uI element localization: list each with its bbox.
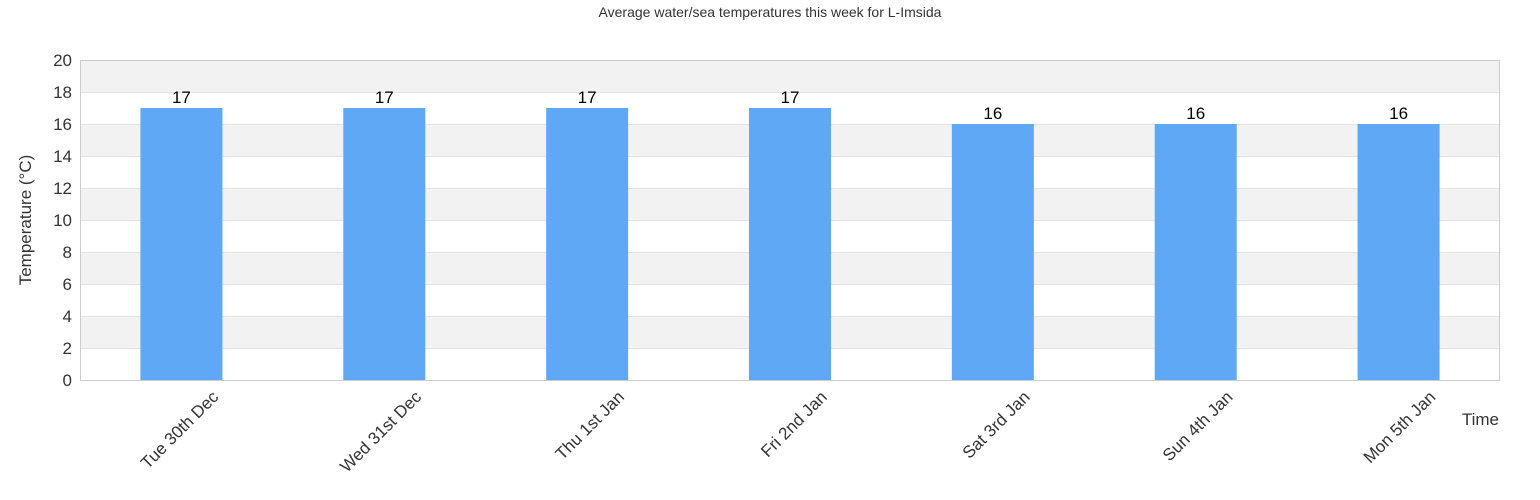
bar: [749, 108, 831, 380]
y-tick-label: 14: [53, 147, 72, 166]
x-tick-label: Sun 4th Jan: [1159, 387, 1237, 465]
x-tick-label: Sat 3rd Jan: [959, 387, 1034, 462]
bar-value-label: 17: [781, 88, 800, 107]
y-axis-title: Temperature (°C): [16, 155, 35, 286]
bar-value-label: 16: [1389, 104, 1408, 123]
bar-value-label: 17: [578, 88, 597, 107]
bar: [140, 108, 223, 380]
bar: [343, 108, 426, 380]
bar: [1154, 124, 1237, 380]
bar-value-label: 17: [375, 88, 394, 107]
x-axis-ticks: Tue 30th Dec Wed 31st Dec Thu 1st Jan Fri 2…: [137, 387, 1439, 476]
y-tick-label: 20: [53, 51, 72, 70]
y-tick-label: 12: [53, 179, 72, 198]
x-tick-label: Thu 1st Jan: [552, 387, 628, 463]
y-tick-label: 8: [63, 243, 72, 262]
x-axis-title: Time: [1462, 410, 1499, 429]
bar: [1357, 124, 1440, 380]
chart-title: Average water/sea temperatures this week…: [599, 4, 942, 20]
bar-value-label: 17: [172, 88, 191, 107]
background-band: [80, 60, 1500, 92]
data-labels: 17 17 17 17 16 16 16: [172, 88, 1408, 123]
plot-area-border: [80, 60, 1500, 381]
x-tick-label: Wed 31st Dec: [336, 387, 425, 476]
bar-value-label: 16: [1186, 104, 1205, 123]
y-tick-label: 18: [53, 83, 72, 102]
y-tick-label: 6: [63, 275, 72, 294]
bar: [546, 108, 629, 380]
bar: [951, 124, 1034, 380]
y-axis-ticks: 0 2 4 6 8 10 12 14 16 18 20: [53, 51, 72, 390]
bar-value-label: 16: [983, 104, 1002, 123]
y-tick-label: 4: [63, 307, 72, 326]
y-tick-label: 2: [63, 339, 72, 358]
y-tick-label: 16: [53, 115, 72, 134]
y-tick-label: 0: [63, 371, 72, 390]
x-tick-label: Mon 5th Jan: [1360, 387, 1440, 467]
bars: [140, 108, 1440, 380]
x-tick-label: Tue 30th Dec: [137, 387, 223, 473]
x-tick-label: Fri 2nd Jan: [757, 387, 831, 461]
y-tick-label: 10: [53, 211, 72, 230]
